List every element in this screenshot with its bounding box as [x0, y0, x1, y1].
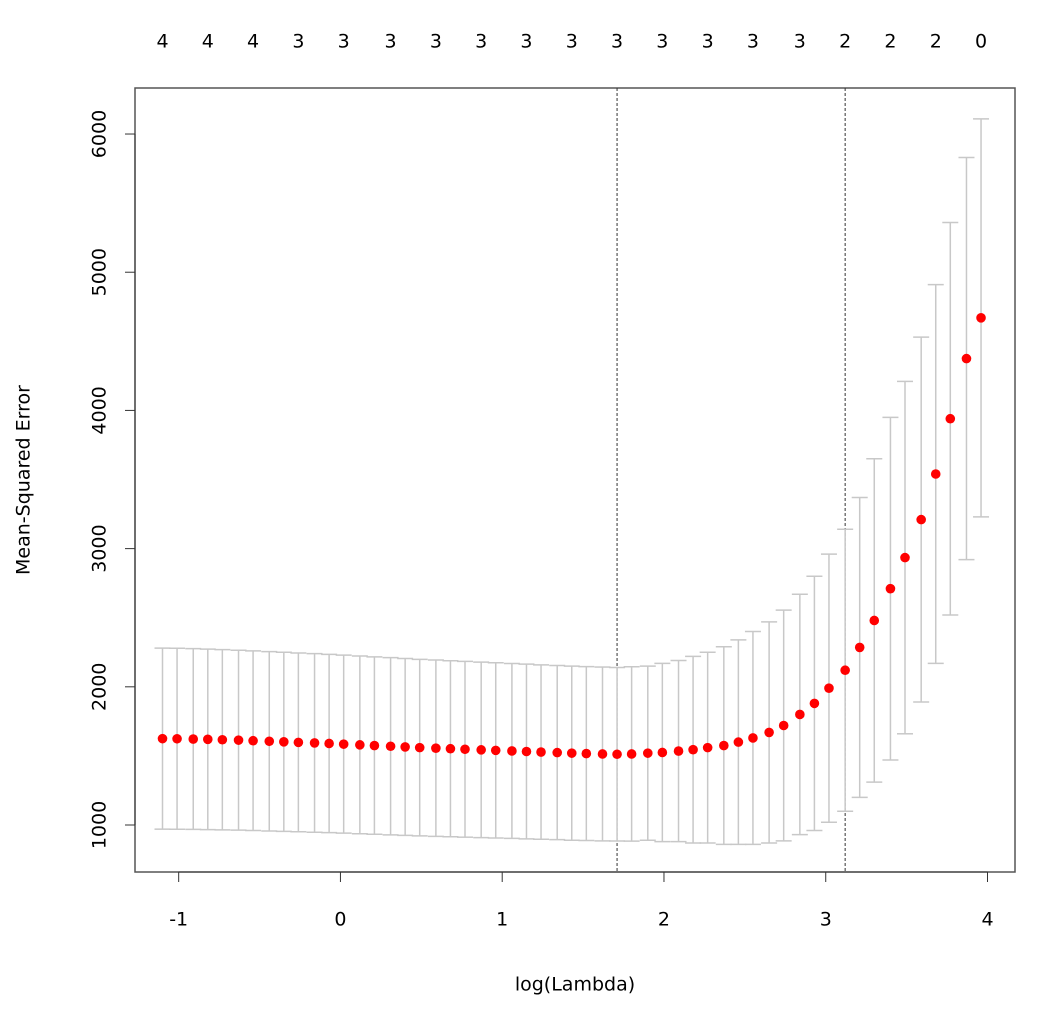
point	[369, 740, 380, 751]
point	[324, 738, 334, 749]
point	[355, 740, 365, 750]
top-tick-label: 3	[292, 31, 304, 53]
top-tick-label: 4	[247, 31, 259, 53]
point	[338, 739, 349, 749]
point	[431, 743, 441, 753]
point	[824, 683, 834, 693]
point	[309, 738, 320, 748]
point	[400, 742, 410, 752]
point	[248, 735, 258, 746]
point	[293, 737, 304, 748]
point	[976, 313, 986, 323]
top-tick-label: 4	[202, 31, 214, 53]
top-tick-label: 3	[794, 31, 806, 53]
point	[157, 733, 168, 744]
point	[795, 709, 805, 720]
point	[233, 735, 244, 745]
top-tick-label: 3	[520, 31, 532, 53]
point	[566, 748, 577, 758]
point	[748, 733, 758, 743]
point	[626, 749, 637, 759]
point	[733, 737, 744, 747]
top-tick-label: 2	[930, 31, 942, 53]
y-tick-label: 6000	[89, 110, 111, 158]
point	[414, 742, 425, 753]
x-tick-label: 2	[658, 909, 670, 931]
y-tick-label: 5000	[89, 248, 111, 296]
point	[688, 744, 698, 755]
point	[885, 583, 896, 594]
top-tick-label: 2	[839, 31, 851, 53]
point	[854, 642, 865, 653]
point	[916, 514, 926, 525]
y-tick-label: 4000	[89, 386, 111, 434]
point	[809, 698, 820, 709]
point	[945, 413, 956, 424]
point	[612, 749, 622, 760]
point	[507, 746, 517, 756]
top-tick-label: 3	[747, 31, 759, 53]
point	[581, 748, 592, 759]
point	[840, 665, 850, 676]
x-tick-label: 1	[496, 909, 508, 931]
point	[202, 734, 213, 745]
top-tick-label: 3	[566, 31, 578, 53]
point	[279, 737, 289, 747]
x-tick-label: -1	[169, 909, 188, 931]
point	[597, 749, 608, 759]
point	[490, 745, 501, 756]
x-tick-label: 0	[334, 909, 346, 931]
point	[385, 741, 396, 752]
point	[657, 747, 668, 758]
top-tick-label: 4	[156, 31, 168, 53]
point	[460, 744, 470, 755]
x-axis-label: log(Lambda)	[515, 974, 635, 996]
point	[930, 469, 941, 479]
x-tick-label: 4	[981, 909, 993, 931]
top-tick-label: 3	[611, 31, 623, 53]
point	[188, 734, 199, 744]
top-tick-label: 3	[430, 31, 442, 53]
top-tick-label: 3	[475, 31, 487, 53]
y-axis-label: Mean-Squared Error	[13, 385, 35, 575]
point	[778, 720, 789, 731]
point	[536, 747, 546, 757]
point	[476, 745, 486, 755]
top-tick-label: 3	[385, 31, 397, 53]
point	[719, 740, 729, 751]
point	[764, 727, 774, 738]
y-tick-label: 2000	[89, 663, 111, 711]
point	[552, 747, 563, 758]
point	[217, 734, 228, 745]
top-tick-label: 0	[975, 31, 987, 53]
point	[702, 742, 713, 753]
point	[521, 746, 532, 757]
point	[445, 743, 456, 754]
point	[642, 748, 653, 758]
top-tick-label: 3	[338, 31, 350, 53]
point	[264, 736, 275, 747]
point	[172, 733, 182, 744]
top-tick-label: 3	[656, 31, 668, 53]
top-tick-label: 3	[702, 31, 714, 53]
x-tick-label: 3	[820, 909, 832, 931]
point	[961, 353, 972, 364]
point	[673, 746, 684, 756]
point	[900, 552, 910, 563]
y-tick-label: 1000	[89, 801, 111, 849]
point	[869, 615, 880, 626]
y-tick-label: 3000	[89, 524, 111, 572]
top-tick-label: 2	[884, 31, 896, 53]
